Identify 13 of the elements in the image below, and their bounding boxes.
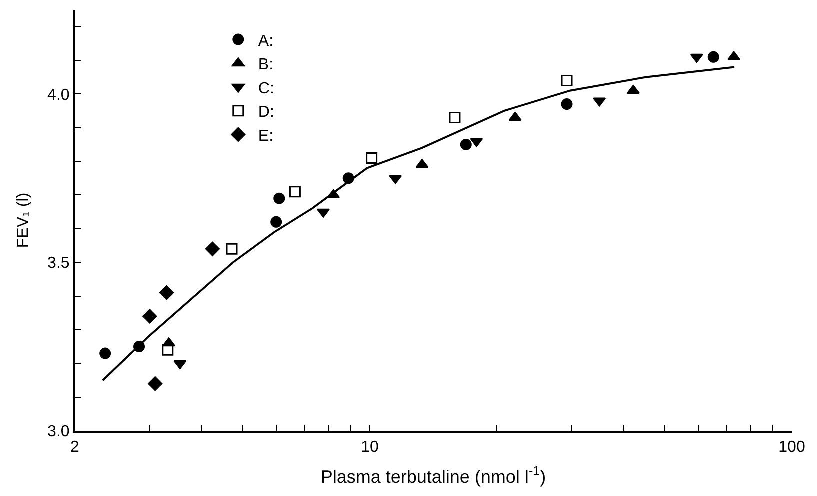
y-tick-label: 3.0	[48, 424, 70, 441]
x-tick-label: 2	[70, 439, 80, 456]
legend-label: B:	[258, 56, 274, 74]
y-tick-label: 4.0	[48, 86, 70, 104]
y-tick-label: 3.5	[48, 255, 70, 272]
x-tick-label: 100	[778, 439, 806, 456]
legend-label: D:	[258, 104, 274, 122]
legend-label: E:	[258, 128, 274, 145]
legend-label: C:	[258, 80, 274, 98]
y-axis-title: FEV₁ (l)	[14, 192, 32, 248]
legend-label: A:	[258, 32, 274, 50]
x-axis-title: Plasma terbutaline (nmol l$^{-1}$)	[320, 464, 546, 487]
x-tick-label: 10	[361, 439, 379, 456]
